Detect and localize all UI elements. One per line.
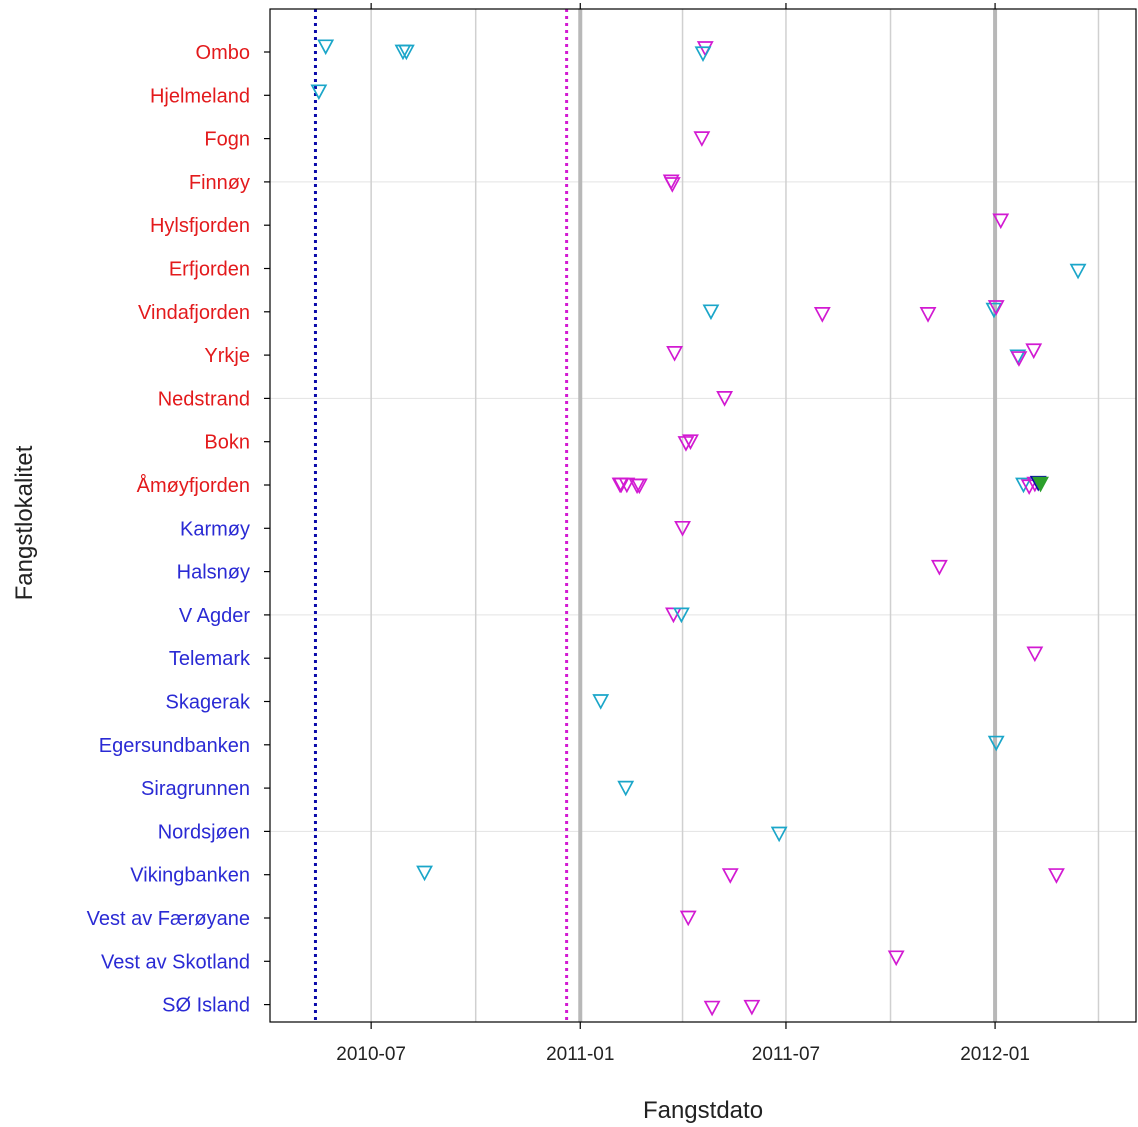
data-point [743,999,761,1016]
plot-frame [269,8,1137,1023]
data-point [813,307,831,323]
y-tick-label: Yrkje [204,345,250,367]
data-point [770,826,788,843]
x-tick-label: 2010-07 [336,1044,406,1065]
data-point [1015,477,1032,494]
data-point [1010,351,1028,367]
y-tick-label: Erfjorden [169,259,250,281]
data-point [674,520,691,537]
y-tick-label: Nedstrand [158,388,250,410]
y-tick-label: SØ Island [162,995,250,1017]
data-point [987,735,1005,752]
data-point [694,46,712,63]
y-tick-label: Halsnøy [177,562,250,584]
y-tick-label: Fogn [204,129,250,151]
data-point [702,304,720,321]
y-tick-label: Nordsjøen [158,821,250,843]
x-axis-title: Fangstdato [643,1097,763,1124]
grid-layer [270,9,1136,1022]
data-point [1025,343,1043,360]
y-tick-label: Vikingbanken [130,865,250,887]
y-tick-label: Finnøy [189,172,250,194]
data-point [416,865,433,882]
y-tick-label: Vest av Færøyane [87,908,250,930]
y-tick-label: Bokn [204,432,250,454]
data-point [663,177,681,193]
x-tick-label: 2011-01 [546,1044,614,1065]
data-point [397,44,415,61]
x-axis-ticks: 2010-07 2011-01 2011-07 2012-01 [336,3,1030,1065]
y-tick-label: Karmøy [180,518,250,540]
data-point [679,910,697,927]
y-tick-label: Vest av Skotland [101,951,250,973]
data-point [887,950,905,967]
y-tick-label: Åmøyfjorden [137,474,250,497]
data-point [310,84,328,101]
data-point [628,478,646,495]
data-point [716,391,734,407]
x-tick-label: 2011-07 [752,1044,820,1065]
reference-lines [313,9,569,1022]
y-axis-labels: Ombo Hjelmeland Fogn Finnøy Hylsfjorden Erfjo… [87,42,270,1017]
data-point [592,694,610,710]
data-point [1032,476,1049,493]
y-tick-label: Telemark [169,648,251,670]
data-point [666,346,684,362]
data-points [310,39,1087,1017]
data-point [672,607,690,624]
y-tick-label: Egersundbanken [99,735,250,757]
data-point [992,213,1010,230]
data-point [612,477,630,494]
x-tick-label: 2012-01 [960,1044,1030,1065]
y-tick-label: Hjelmeland [150,85,250,107]
y-tick-label: Vindafjorden [138,302,250,324]
y-axis-title: Fangstlokalitet [11,445,38,600]
data-point [987,300,1005,316]
data-point [1026,646,1044,663]
data-point [930,559,948,576]
data-point [1048,868,1065,884]
y-tick-label: Skagerak [166,692,251,714]
data-point [677,436,695,452]
y-tick-label: Ombo [196,42,250,64]
data-point [317,39,335,56]
y-tick-label: Siragrunnen [141,778,250,800]
data-point [693,131,711,147]
data-point [682,434,699,450]
y-tick-label: V Agder [179,605,251,627]
data-point [703,1000,721,1017]
data-point [919,307,937,323]
data-point [1069,263,1087,280]
y-tick-label: Hylsfjorden [150,215,250,237]
data-point [617,780,635,797]
data-point [721,868,739,884]
